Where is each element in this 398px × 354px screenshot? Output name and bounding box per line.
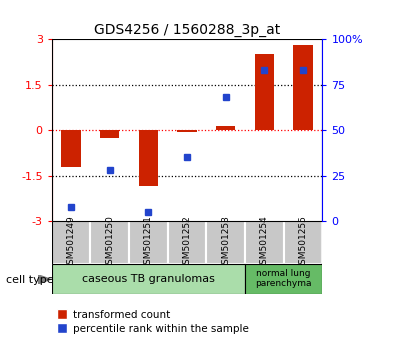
Bar [52,221,90,264]
Bar [139,130,158,186]
Bar [100,130,119,138]
Text: GSM501255: GSM501255 [298,215,308,270]
Bar [245,221,284,264]
Bar [245,264,322,294]
Text: GSM501252: GSM501252 [183,215,191,270]
Bar [293,45,313,130]
Bar [178,130,197,132]
Bar [61,130,81,166]
Bar [90,221,129,264]
Bar [52,264,245,294]
Text: GSM501249: GSM501249 [66,215,76,270]
Bar [255,54,274,130]
Text: GSM501253: GSM501253 [221,215,230,270]
Bar [216,126,235,130]
Text: cell type: cell type [6,275,54,285]
Polygon shape [38,275,51,284]
Bar [168,221,207,264]
Bar [207,221,245,264]
Text: GSM501254: GSM501254 [260,215,269,270]
Bar [129,221,168,264]
Bar [52,39,322,221]
Bar [284,221,322,264]
Text: GSM501251: GSM501251 [144,215,153,270]
Legend: transformed count, percentile rank within the sample: transformed count, percentile rank withi… [57,310,248,334]
Title: GDS4256 / 1560288_3p_at: GDS4256 / 1560288_3p_at [94,23,280,36]
Text: GSM501250: GSM501250 [105,215,114,270]
Text: normal lung
parenchyma: normal lung parenchyma [256,269,312,289]
Text: caseous TB granulomas: caseous TB granulomas [82,274,215,284]
